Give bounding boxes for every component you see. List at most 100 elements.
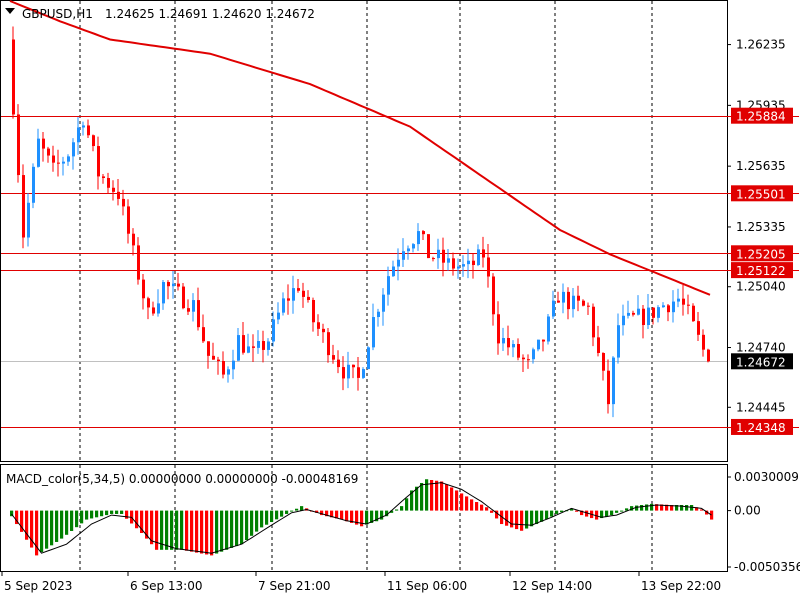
candle[interactable] — [282, 292, 285, 316]
candle[interactable] — [622, 304, 625, 336]
candle[interactable] — [372, 303, 375, 351]
candle[interactable] — [272, 311, 275, 347]
candle[interactable] — [492, 273, 495, 326]
candle[interactable] — [602, 352, 605, 381]
candle[interactable] — [152, 301, 155, 316]
candle[interactable] — [572, 287, 575, 318]
candle[interactable] — [652, 307, 655, 325]
candle[interactable] — [307, 290, 310, 303]
candle[interactable] — [127, 199, 130, 244]
candles[interactable] — [12, 26, 710, 418]
candle[interactable] — [522, 354, 525, 372]
candle[interactable] — [452, 252, 455, 276]
candle[interactable] — [327, 327, 330, 363]
candle[interactable] — [37, 128, 40, 168]
candle[interactable] — [82, 121, 85, 136]
candle[interactable] — [392, 260, 395, 278]
candle[interactable] — [312, 297, 315, 332]
candle[interactable] — [297, 278, 300, 293]
candle[interactable] — [242, 322, 245, 355]
candle[interactable] — [227, 366, 230, 383]
candle[interactable] — [182, 283, 185, 310]
candle[interactable] — [387, 266, 390, 306]
candle[interactable] — [527, 354, 530, 369]
candle[interactable] — [582, 299, 585, 307]
candle[interactable] — [382, 288, 385, 326]
candle[interactable] — [597, 325, 600, 357]
candle[interactable] — [577, 285, 580, 312]
candle[interactable] — [457, 258, 460, 279]
candle[interactable] — [92, 134, 95, 152]
candle[interactable] — [187, 299, 190, 315]
candle[interactable] — [407, 245, 410, 260]
candle[interactable] — [237, 328, 240, 362]
candle[interactable] — [247, 333, 250, 354]
candle[interactable] — [167, 280, 170, 300]
candle[interactable] — [432, 256, 435, 262]
candle[interactable] — [687, 294, 690, 315]
candle[interactable] — [142, 274, 145, 310]
candle[interactable] — [352, 364, 355, 379]
candle[interactable] — [192, 293, 195, 322]
candle[interactable] — [532, 347, 535, 364]
candle[interactable] — [612, 356, 615, 418]
candle[interactable] — [322, 323, 325, 343]
candle[interactable] — [557, 291, 560, 303]
candle[interactable] — [367, 346, 370, 370]
candle[interactable] — [417, 223, 420, 251]
candle[interactable] — [517, 338, 520, 361]
candle[interactable] — [17, 104, 20, 183]
collapse-triangle-icon[interactable] — [5, 8, 15, 14]
candle[interactable] — [702, 329, 705, 357]
candle[interactable] — [257, 330, 260, 354]
candle[interactable] — [207, 341, 210, 369]
candle[interactable] — [642, 304, 645, 339]
candle[interactable] — [442, 237, 445, 277]
candle[interactable] — [137, 237, 140, 285]
candle[interactable] — [42, 132, 45, 162]
candle[interactable] — [262, 330, 265, 363]
candle[interactable] — [317, 314, 320, 337]
candle[interactable] — [22, 164, 25, 249]
candle[interactable] — [467, 248, 470, 279]
candle[interactable] — [637, 295, 640, 316]
candle[interactable] — [437, 238, 440, 269]
candle[interactable] — [222, 351, 225, 379]
candle[interactable] — [682, 284, 685, 316]
candle[interactable] — [157, 289, 160, 317]
candle[interactable] — [52, 145, 55, 172]
candle[interactable] — [217, 356, 220, 375]
candle[interactable] — [672, 290, 675, 323]
candle[interactable] — [107, 172, 110, 194]
candle[interactable] — [482, 236, 485, 268]
candle[interactable] — [692, 303, 695, 323]
candle[interactable] — [587, 302, 590, 315]
candle[interactable] — [422, 230, 425, 241]
candle[interactable] — [357, 356, 360, 391]
candle[interactable] — [497, 301, 500, 355]
candle[interactable] — [657, 305, 660, 323]
candle[interactable] — [232, 349, 235, 380]
candle[interactable] — [287, 284, 290, 315]
candle[interactable] — [212, 342, 215, 360]
candle[interactable] — [162, 279, 165, 310]
candle[interactable] — [202, 314, 205, 343]
candle[interactable] — [537, 339, 540, 352]
candle[interactable] — [552, 290, 555, 319]
candle[interactable] — [477, 244, 480, 267]
candle[interactable] — [472, 253, 475, 279]
candle[interactable] — [662, 302, 665, 308]
candle[interactable] — [512, 340, 515, 358]
candle[interactable] — [487, 243, 490, 288]
candle[interactable] — [102, 174, 105, 184]
candle[interactable] — [347, 351, 350, 389]
candle[interactable] — [122, 189, 125, 216]
candle[interactable] — [592, 303, 595, 347]
candle[interactable] — [697, 311, 700, 341]
candle[interactable] — [97, 136, 100, 190]
candle[interactable] — [72, 138, 75, 170]
candle[interactable] — [627, 300, 630, 319]
candle[interactable] — [342, 356, 345, 391]
candle[interactable] — [172, 271, 175, 299]
candle[interactable] — [617, 313, 620, 364]
